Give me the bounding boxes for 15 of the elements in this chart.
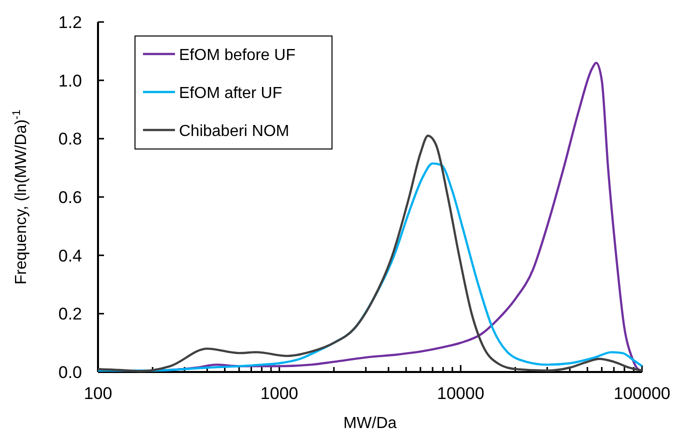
legend-label: Chibaberi NOM [179,123,290,140]
y-tick-label: 0.4 [58,246,82,266]
x-tick-label: 10000 [437,384,484,403]
legend-label: EfOM before UF [179,47,296,64]
x-axis-title: MW/Da [343,415,397,432]
y-tick-label: 1.2 [58,13,82,32]
y-tick-label: 0.6 [58,188,82,207]
x-tick-label: 100 [84,384,112,403]
y-tick-label: 0.2 [58,304,82,324]
y-tick-label: 1.0 [58,71,82,90]
legend-label: EfOM after UF [179,85,282,102]
y-tick-label: 0.8 [58,130,82,149]
y-tick-label: 0.0 [58,363,82,382]
x-tick-label: 100000 [614,384,670,403]
x-tick-label: 1000 [260,384,298,403]
